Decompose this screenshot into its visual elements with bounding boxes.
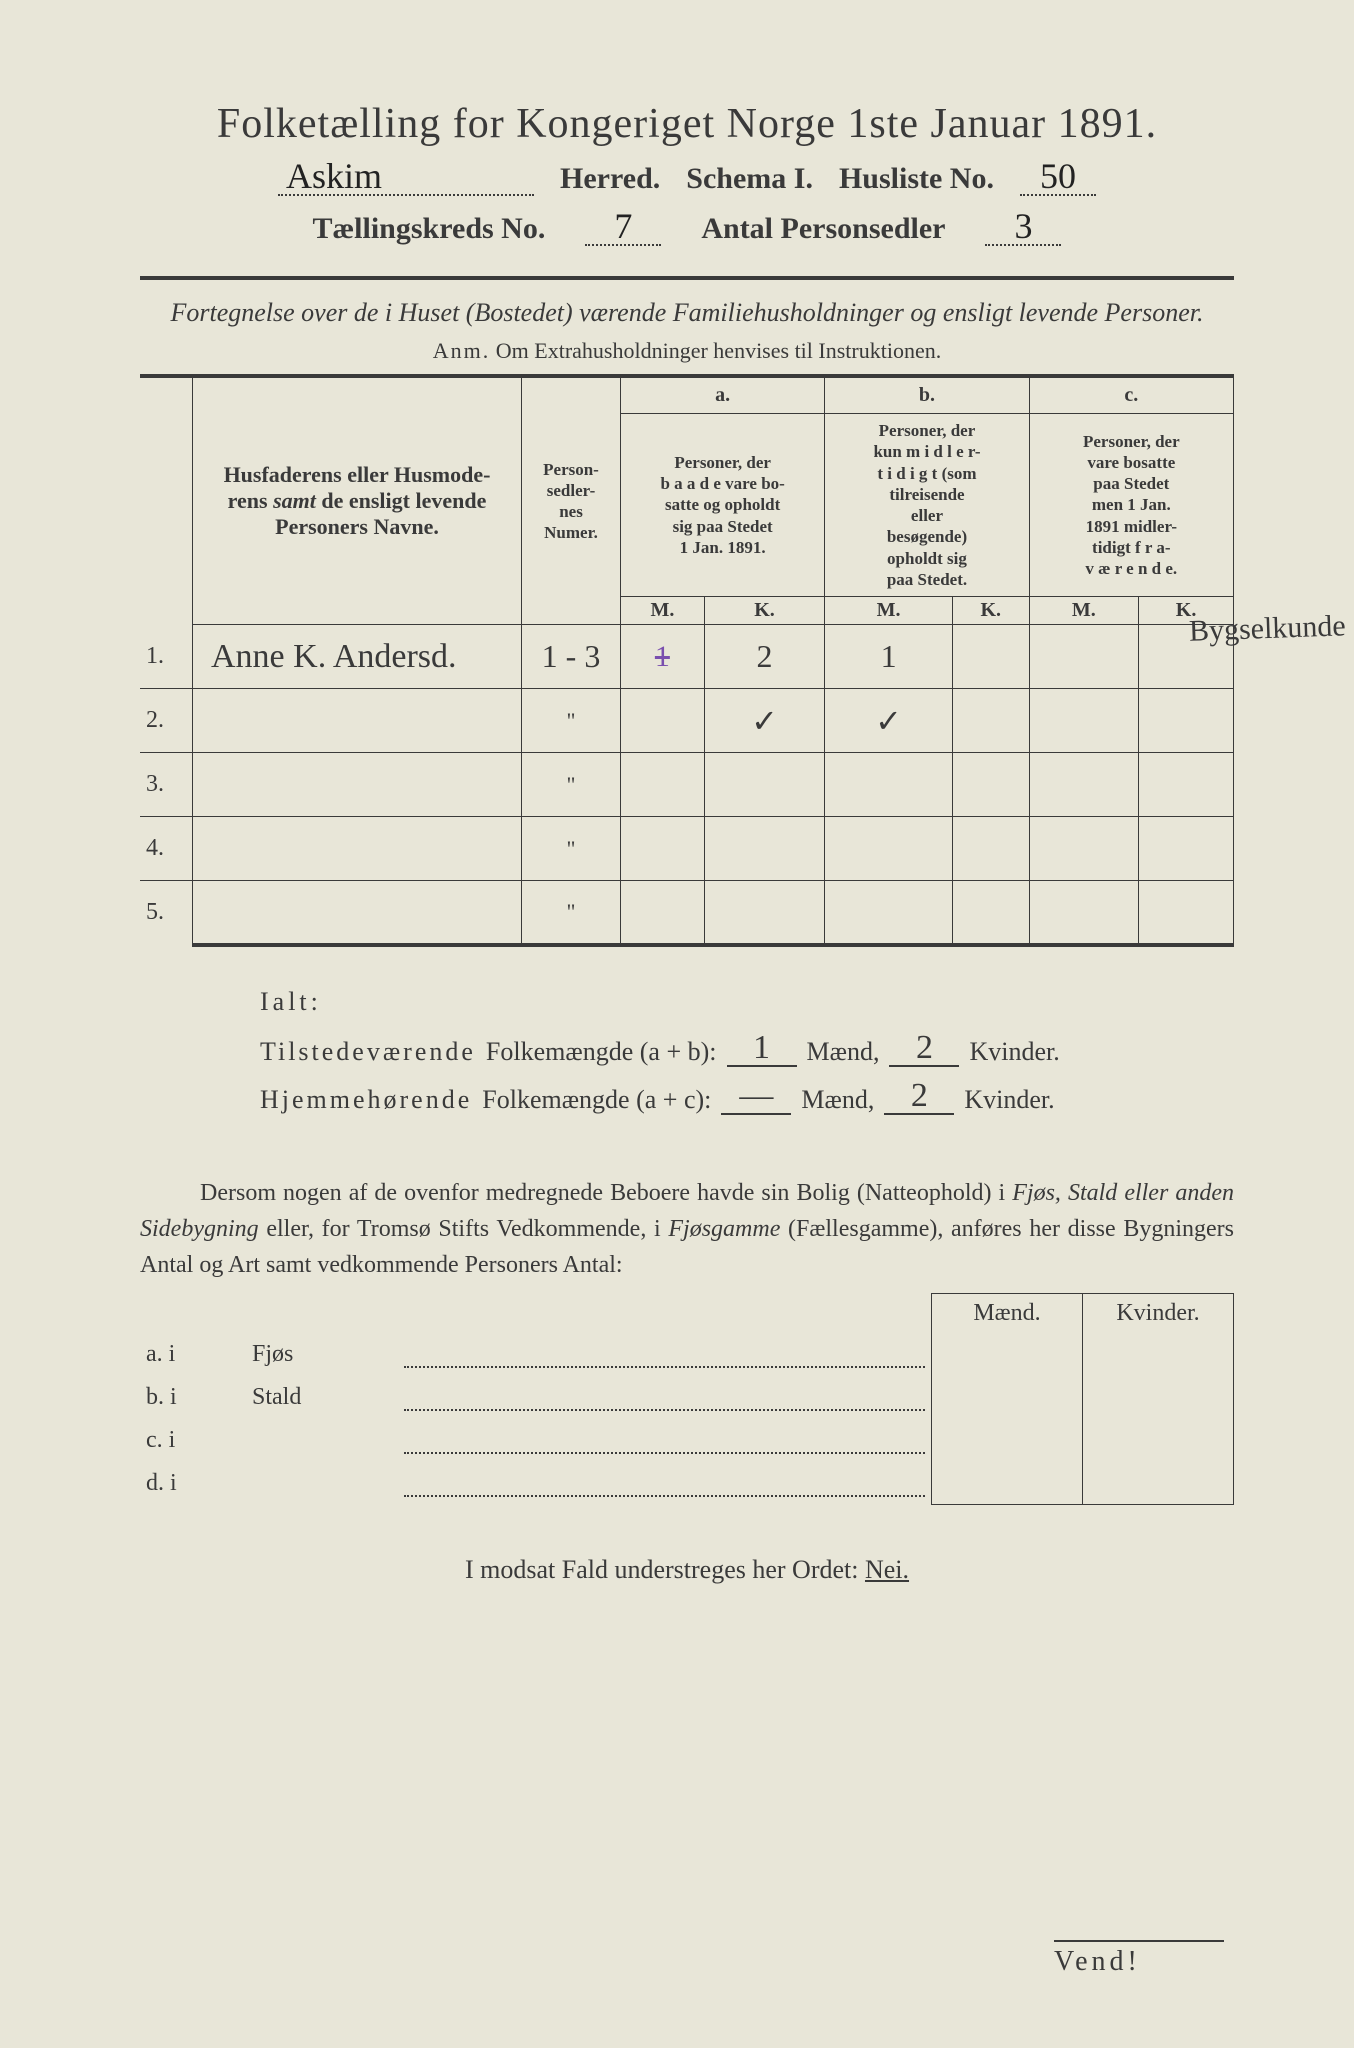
row-name: Anne K. Andersd.	[193, 625, 522, 689]
totals-l2-k: 2	[884, 1079, 954, 1115]
herred-label: Herred.	[560, 162, 660, 196]
main-table: Husfaderens eller Husmode-rens samt de e…	[140, 374, 1234, 947]
anm-text: Om Extrahusholdninger henvises til Instr…	[496, 338, 941, 363]
sub-kind: Stald	[222, 1376, 398, 1419]
col-b-m: M.	[825, 597, 953, 625]
col-c-text: Personer, dervare bosattepaa Stedetmen 1…	[1029, 414, 1233, 597]
sub-table: Mænd. Kvinder. a. i Fjøs b. i Stald c. i	[140, 1293, 1234, 1506]
row-num: 1.	[140, 625, 193, 689]
row-num: 2.	[140, 689, 193, 753]
kreds-label: Tællingskreds No.	[313, 212, 546, 246]
row-num: 3.	[140, 753, 193, 817]
totals-l2b: Folkemængde (a + c):	[482, 1085, 711, 1115]
herred-value: Askim	[278, 158, 534, 196]
header-row-2: Tællingskreds No. 7 Antal Personsedler 3	[140, 208, 1234, 246]
husliste-label: Husliste No.	[839, 162, 994, 196]
sub-row: d. i	[140, 1462, 1234, 1505]
anm-label: Anm.	[433, 338, 491, 363]
table-row: 3. "	[140, 753, 1234, 817]
schema-label: Schema I.	[686, 162, 813, 196]
page-title: Folketælling for Kongeriget Norge 1ste J…	[140, 100, 1234, 148]
col-a-k: K.	[704, 597, 825, 625]
sub-table-wrap: Mænd. Kvinder. a. i Fjøs b. i Stald c. i	[140, 1293, 1234, 1506]
col-c-m: M.	[1029, 597, 1138, 625]
totals-l2-m: —	[721, 1079, 791, 1115]
totals-l1-m: 1	[727, 1031, 797, 1067]
col-b-k: K.	[952, 597, 1029, 625]
sub-lbl: c. i	[140, 1419, 222, 1462]
rule-1	[140, 276, 1234, 280]
row-num: 4.	[140, 817, 193, 881]
totals-line-2: Hjemmehørende Folkemængde (a + c): — Mæn…	[260, 1079, 1234, 1115]
totals-line-1: Tilstedeværende Folkemængde (a + b): 1 M…	[260, 1031, 1234, 1067]
row-num: 5.	[140, 881, 193, 945]
table-row: 5. "	[140, 881, 1234, 945]
anm-line: Anm. Om Extrahusholdninger henvises til …	[140, 338, 1234, 364]
margin-note: Bygselkunde	[1189, 609, 1347, 648]
sub-maend: Mænd.	[932, 1293, 1083, 1333]
header-row-1: Askim Herred. Schema I. Husliste No. 50	[140, 158, 1234, 196]
intro-text: Fortegnelse over de i Huset (Bostedet) v…	[140, 298, 1234, 328]
col-a-label: a.	[621, 376, 825, 414]
row-ditto: "	[522, 753, 621, 817]
sub-kind	[222, 1462, 398, 1505]
row-ditto: "	[522, 689, 621, 753]
sub-lbl: b. i	[140, 1376, 222, 1419]
census-form-page: Folketælling for Kongeriget Norge 1ste J…	[0, 0, 1354, 2048]
col-a-m: M.	[621, 597, 705, 625]
row-check: ✓	[704, 689, 825, 753]
sub-row: b. i Stald	[140, 1376, 1234, 1419]
row-a-m: 1	[621, 625, 705, 689]
footer-line: I modsat Fald understreges her Ordet: Ne…	[140, 1555, 1234, 1585]
col-names: Husfaderens eller Husmode-rens samt de e…	[193, 376, 522, 625]
sub-lbl: d. i	[140, 1462, 222, 1505]
totals-l1b: Folkemængde (a + b):	[486, 1037, 717, 1067]
row-b-m: 1	[825, 625, 953, 689]
col-b-text: Personer, derkun m i d l e r-t i d i g t…	[825, 414, 1029, 597]
totals-l1a: Tilstedeværende	[260, 1037, 476, 1067]
row-a-k: 2	[704, 625, 825, 689]
maend-label: Mænd,	[807, 1037, 880, 1067]
row-c-m	[1029, 625, 1138, 689]
totals-l1-k: 2	[889, 1031, 959, 1067]
sub-lbl: a. i	[140, 1333, 222, 1376]
kvinder-label: Kvinder.	[969, 1037, 1059, 1067]
sub-row: c. i	[140, 1419, 1234, 1462]
col-a-text: Personer, derb a a d e vare bo-satte og …	[621, 414, 825, 597]
antal-value: 3	[985, 208, 1061, 246]
table-row: 2. " ✓ ✓	[140, 689, 1234, 753]
table-row: 4. "	[140, 817, 1234, 881]
sub-row: a. i Fjøs	[140, 1333, 1234, 1376]
row-name	[193, 689, 522, 753]
col-b-label: b.	[825, 376, 1029, 414]
sub-kind: Fjøs	[222, 1333, 398, 1376]
nei-word: Nei.	[865, 1555, 909, 1584]
row-sedler: 1 - 3	[522, 625, 621, 689]
col-sedler: Person-sedler-nesNumer.	[522, 376, 621, 625]
vend-label: Vend!	[1054, 1940, 1224, 1978]
paragraph: Dersom nogen af de ovenfor medregnede Be…	[140, 1175, 1234, 1283]
maend-label: Mænd,	[801, 1085, 874, 1115]
row-ditto: "	[522, 881, 621, 945]
col-c-label: c.	[1029, 376, 1233, 414]
kvinder-label: Kvinder.	[964, 1085, 1054, 1115]
husliste-value: 50	[1020, 158, 1096, 196]
table-row: 1. Anne K. Andersd. 1 - 3 1 2 1	[140, 625, 1234, 689]
row-b-k	[952, 625, 1029, 689]
totals-block: Ialt: Tilstedeværende Folkemængde (a + b…	[260, 987, 1234, 1115]
sub-kvinder: Kvinder.	[1083, 1293, 1234, 1333]
sub-kind	[222, 1419, 398, 1462]
ialt-label: Ialt:	[260, 987, 1234, 1017]
antal-label: Antal Personsedler	[701, 212, 945, 246]
row-check: ✓	[825, 689, 953, 753]
kreds-value: 7	[585, 208, 661, 246]
row-ditto: "	[522, 817, 621, 881]
totals-l2a: Hjemmehørende	[260, 1085, 472, 1115]
